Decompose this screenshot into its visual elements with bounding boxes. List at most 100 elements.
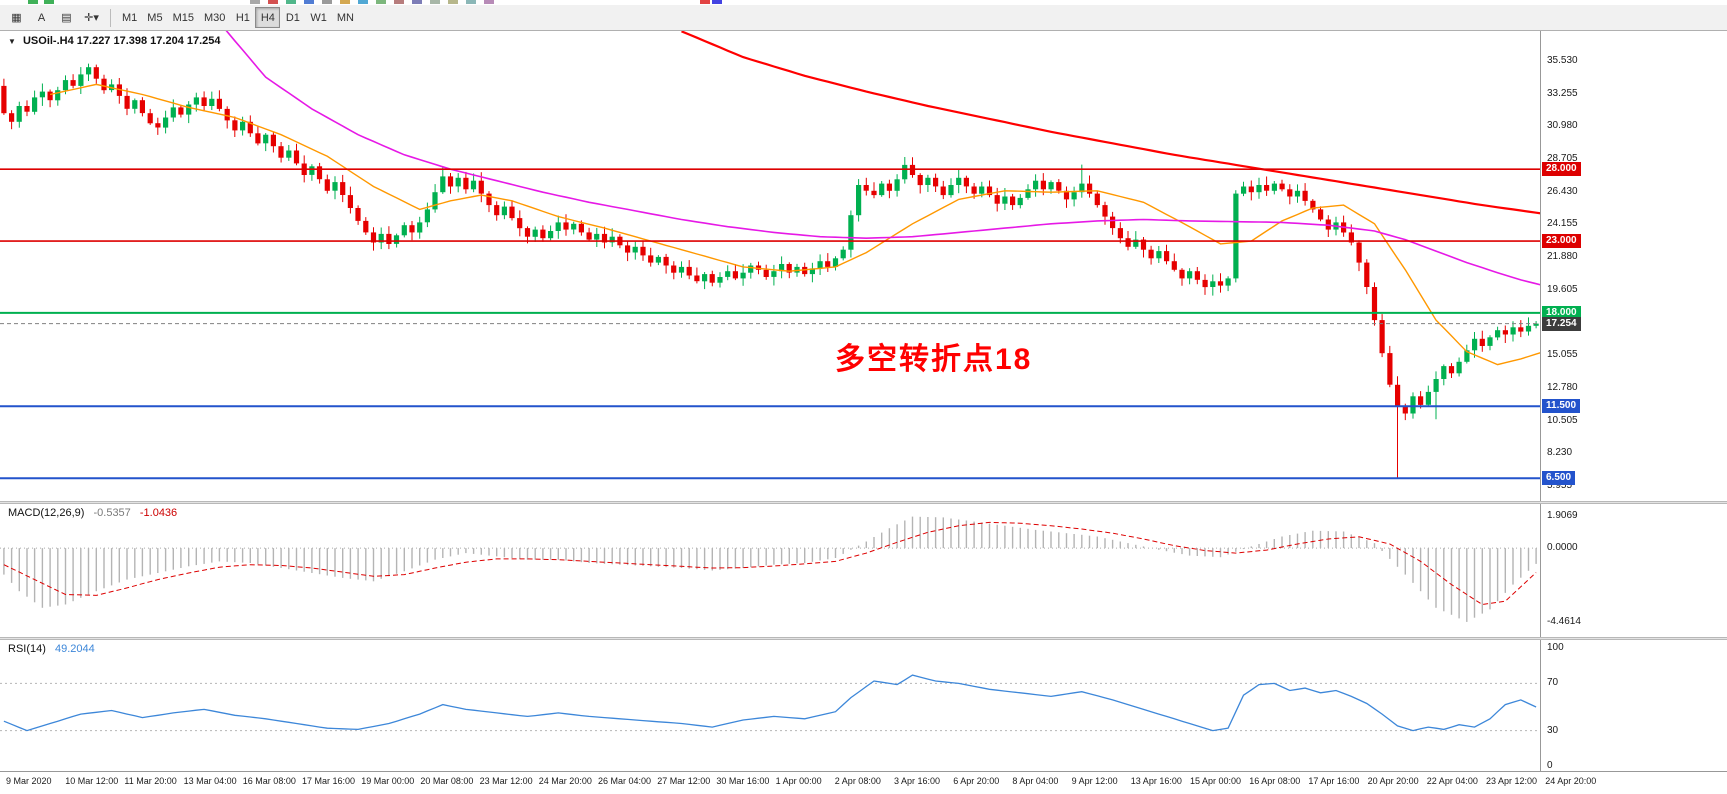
macd-panel: 1.9069 0.0000 -4.4614 MACD(12,26,9) -0.535… — [0, 504, 1727, 637]
price-axis-label: 24.155 — [1547, 218, 1578, 230]
price-axis-label: 30.980 — [1547, 120, 1578, 132]
ma-slow-red — [681, 31, 1540, 215]
timeframe-H4[interactable]: H4 — [255, 7, 281, 28]
time-label: 13 Mar 04:00 — [183, 776, 237, 786]
macd-histogram — [3, 516, 1537, 622]
chart-collapse-icon[interactable]: ▼ — [8, 37, 16, 46]
ma-fast-orange — [49, 83, 1540, 366]
timeframe-M30[interactable]: M30 — [199, 7, 230, 28]
drawing-tools-dropdown-icon[interactable]: ✛▾ — [79, 7, 104, 28]
timeframe-M1[interactable]: M1 — [117, 7, 142, 28]
time-label: 1 Apr 00:00 — [775, 776, 822, 786]
cropped-toolbar-icons-strip — [0, 0, 1727, 5]
time-label: 16 Mar 08:00 — [242, 776, 296, 786]
template-icon[interactable]: ▤ — [54, 7, 79, 28]
price-axis-label: 19.605 — [1547, 283, 1578, 295]
macd-main-value: -0.5357 — [93, 507, 131, 519]
price-axis-label: 10.505 — [1547, 414, 1578, 426]
rsi-line — [3, 674, 1537, 732]
time-label: 17 Mar 16:00 — [302, 776, 356, 786]
panel-divider[interactable] — [0, 501, 1727, 504]
rsi-axis-label: 70 — [1547, 677, 1559, 689]
rsi-axis-label: 0 — [1547, 760, 1553, 771]
time-axis[interactable]: 9 Mar 2020 10 Mar 12:00 11 Mar 20:00 13 Mar… — [0, 771, 1727, 794]
price-tag-23.000: 23.000 — [1542, 234, 1581, 249]
macd-axis-label: 0.0000 — [1547, 542, 1578, 554]
time-label: 11 Mar 20:00 — [124, 776, 177, 786]
time-label: 23 Mar 12:00 — [479, 776, 533, 786]
macd-axis: 1.9069 0.0000 -4.4614 — [1540, 504, 1727, 637]
time-label: 27 Mar 12:00 — [657, 776, 711, 786]
ma-mid-magenta — [225, 31, 1540, 286]
time-label: 8 Apr 04:00 — [1012, 776, 1059, 786]
timeframe-H1[interactable]: H1 — [230, 7, 255, 28]
macd-label: MACD(12,26,9) -0.5357 -1.0436 — [8, 507, 177, 519]
macd-indicator-name: MACD(12,26,9) — [8, 507, 85, 519]
time-label: 22 Apr 04:00 — [1426, 776, 1478, 786]
chart-annotation: 多空转折点18 — [835, 343, 1033, 376]
timeframe-buttons: M1 M5 M15 M30 H1 H4 D1 W1 MN — [117, 7, 359, 28]
timeframe-W1[interactable]: W1 — [305, 7, 332, 28]
rsi-axis: 100 70 30 0 — [1540, 640, 1727, 771]
candlesticks — [1, 63, 1539, 479]
chart-title: ▼ USOil-.H4 17.227 17.398 17.204 17.254 — [8, 35, 221, 47]
rsi-panel: 100 70 30 0 RSI(14) 49.2044 — [0, 640, 1727, 771]
macd-signal-line — [3, 521, 1537, 606]
rsi-label: RSI(14) 49.2044 — [8, 643, 95, 655]
timeframe-M5[interactable]: M5 — [142, 7, 167, 28]
macd-axis-label: 1.9069 — [1547, 510, 1578, 522]
time-label: 6 Apr 20:00 — [953, 776, 1000, 786]
macd-axis-label: -4.4614 — [1547, 616, 1581, 628]
price-tag-28.000: 28.000 — [1542, 162, 1581, 177]
timeframe-MN[interactable]: MN — [332, 7, 359, 28]
current-price-tag: 17.254 — [1542, 316, 1581, 331]
time-label: 30 Mar 16:00 — [716, 776, 770, 786]
time-label: 10 Mar 12:00 — [65, 776, 119, 786]
time-label: 20 Mar 08:00 — [420, 776, 474, 786]
rsi-axis-label: 30 — [1547, 724, 1559, 736]
price-axis-label: 12.780 — [1547, 381, 1578, 393]
price-axis-label: 21.880 — [1547, 251, 1578, 263]
price-axis-label: 26.430 — [1547, 185, 1578, 197]
time-label: 3 Apr 16:00 — [894, 776, 941, 786]
time-label: 20 Apr 20:00 — [1367, 776, 1419, 786]
main-chart-canvas[interactable] — [0, 31, 1540, 501]
time-label: 16 Apr 08:00 — [1249, 776, 1301, 786]
toolbar-separator — [110, 8, 111, 27]
text-label-tool-icon[interactable]: A — [29, 7, 54, 28]
time-label: 26 Mar 04:00 — [598, 776, 652, 786]
time-label: 13 Apr 16:00 — [1130, 776, 1182, 786]
chart-ohlc-values: 17.227 17.398 17.204 17.254 — [76, 35, 221, 47]
rsi-axis-label: 100 — [1547, 642, 1564, 653]
time-label: 23 Apr 12:00 — [1486, 776, 1538, 786]
time-label: 24 Mar 20:00 — [538, 776, 592, 786]
chart-symbol-label: USOil-.H4 — [22, 35, 74, 47]
rsi-indicator-name: RSI(14) — [8, 643, 46, 655]
toolbar-icons: ▦ A ▤ ✛▾ — [4, 7, 104, 28]
macd-canvas[interactable] — [0, 504, 1540, 637]
chart-grid-icon[interactable]: ▦ — [4, 7, 29, 28]
price-axis-label: 28.705 — [1547, 153, 1578, 165]
rsi-value: 49.2044 — [54, 643, 95, 655]
rsi-canvas[interactable] — [0, 640, 1540, 771]
macd-signal-value: -1.0436 — [139, 507, 178, 519]
time-label: 17 Apr 16:00 — [1308, 776, 1360, 786]
price-tag-18.000: 18.000 — [1542, 305, 1581, 320]
price-axis-label: 15.055 — [1547, 349, 1578, 361]
timeframe-D1[interactable]: D1 — [280, 7, 305, 28]
time-label: 15 Apr 00:00 — [1190, 776, 1242, 786]
price-tag-6.500: 6.500 — [1542, 471, 1576, 486]
price-axis-label: 5.955 — [1547, 479, 1573, 491]
panel-divider[interactable] — [0, 637, 1727, 640]
main-price-axis: 35.530 33.255 30.980 28.705 26.430 24.155 21.8… — [1540, 31, 1727, 501]
price-axis-label: 8.230 — [1547, 447, 1573, 459]
price-axis-label: 35.530 — [1547, 55, 1578, 66]
main-chart-panel: 35.530 33.255 30.980 28.705 26.430 24.155 21.8… — [0, 31, 1727, 501]
time-label: 24 Apr 20:00 — [1545, 776, 1597, 786]
timeframe-M15[interactable]: M15 — [168, 7, 199, 28]
time-label: 19 Mar 00:00 — [361, 776, 415, 786]
price-tag-11.500: 11.500 — [1542, 399, 1581, 414]
time-label: 2 Apr 08:00 — [834, 776, 881, 786]
price-axis-label: 33.255 — [1547, 87, 1578, 99]
